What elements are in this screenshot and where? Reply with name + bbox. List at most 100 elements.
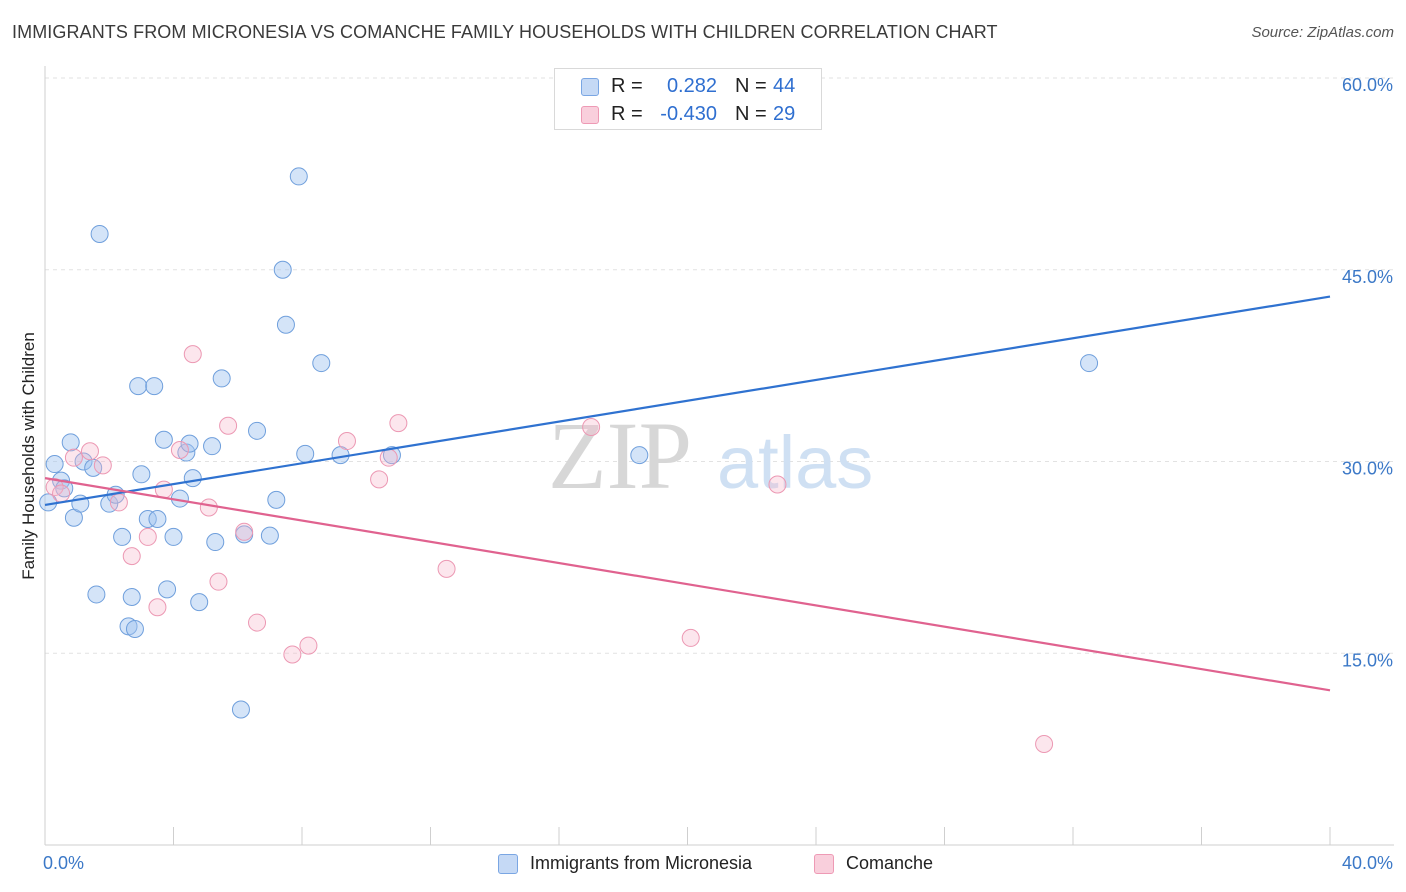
data-point bbox=[296, 444, 315, 463]
x-tick-label: 0.0% bbox=[43, 853, 84, 873]
data-point bbox=[93, 456, 112, 475]
tick-labels: 15.0% 30.0% 45.0% 60.0% 0.0% 40.0% bbox=[43, 75, 1393, 873]
data-point bbox=[61, 433, 80, 452]
series-label-micronesia: Immigrants from Micronesia bbox=[530, 853, 753, 873]
data-point bbox=[379, 448, 398, 467]
data-point bbox=[199, 498, 218, 517]
data-point bbox=[437, 559, 456, 578]
data-point bbox=[129, 377, 148, 396]
data-point bbox=[768, 475, 787, 494]
y-tick-label: 15.0% bbox=[1342, 650, 1393, 670]
data-point bbox=[138, 510, 157, 529]
watermark-zip: ZIP bbox=[548, 402, 692, 509]
data-point bbox=[273, 260, 292, 279]
data-point bbox=[122, 588, 141, 607]
data-point bbox=[80, 442, 99, 461]
y-tick-label: 45.0% bbox=[1342, 267, 1393, 287]
source-note: Source: ZipAtlas.com bbox=[1251, 24, 1394, 41]
data-point bbox=[582, 417, 601, 436]
data-point bbox=[389, 414, 408, 433]
data-point bbox=[55, 479, 74, 498]
data-point bbox=[289, 167, 308, 186]
data-point bbox=[312, 354, 331, 373]
data-point bbox=[158, 580, 177, 599]
data-point bbox=[109, 493, 128, 512]
y-tick-label: 30.0% bbox=[1342, 459, 1393, 479]
x-tick-label: 40.0% bbox=[1342, 853, 1393, 873]
trend-line bbox=[44, 477, 1331, 692]
y-axis-label: Family Households with Children bbox=[19, 332, 38, 580]
gridlines bbox=[45, 77, 1394, 654]
legend-n-label: N = bbox=[735, 75, 767, 97]
legend-n-value: 29 bbox=[773, 103, 796, 125]
data-point bbox=[87, 585, 106, 604]
data-point bbox=[90, 224, 109, 243]
points bbox=[39, 167, 1099, 754]
trend-line bbox=[44, 295, 1331, 507]
data-point bbox=[154, 430, 173, 449]
legend-swatch-comanche bbox=[581, 106, 599, 124]
data-point bbox=[183, 345, 202, 364]
data-point bbox=[170, 440, 189, 459]
watermark: ZIP atlas bbox=[548, 402, 873, 509]
data-point bbox=[1035, 735, 1054, 754]
legend-n-value: 44 bbox=[773, 75, 796, 97]
data-point bbox=[164, 527, 183, 546]
data-point bbox=[276, 315, 295, 334]
data-point bbox=[212, 369, 231, 388]
correlation-legend: R = 0.282 N = 44 R = -0.430 N = 29 bbox=[554, 68, 822, 130]
data-point bbox=[1080, 354, 1099, 373]
data-point bbox=[235, 522, 254, 541]
trend-lines bbox=[44, 295, 1331, 692]
legend-row-micronesia: R = 0.282 N = 44 bbox=[555, 72, 821, 100]
data-point bbox=[183, 469, 202, 488]
data-point bbox=[248, 421, 267, 440]
data-point bbox=[45, 455, 64, 474]
data-point bbox=[74, 452, 93, 471]
data-point bbox=[206, 533, 225, 552]
series-swatch-comanche bbox=[814, 854, 834, 874]
data-point bbox=[681, 628, 700, 647]
data-point bbox=[125, 619, 144, 638]
data-point bbox=[209, 572, 228, 591]
legend-row-comanche: R = -0.430 N = 29 bbox=[555, 100, 821, 128]
data-point bbox=[148, 510, 167, 529]
data-point bbox=[148, 598, 167, 617]
series-legend: Immigrants from Micronesia Comanche bbox=[0, 852, 1406, 878]
legend-r-value: -0.430 bbox=[660, 103, 717, 125]
data-point bbox=[267, 490, 286, 509]
data-point bbox=[260, 526, 279, 545]
data-point bbox=[190, 593, 209, 612]
data-point bbox=[382, 446, 401, 465]
data-point bbox=[132, 465, 151, 484]
data-point bbox=[283, 645, 302, 664]
data-point bbox=[138, 527, 157, 546]
data-point bbox=[299, 636, 318, 655]
data-point bbox=[231, 700, 250, 719]
data-point bbox=[203, 437, 222, 456]
data-point bbox=[337, 432, 356, 451]
series-label-comanche: Comanche bbox=[846, 853, 934, 873]
data-point bbox=[219, 416, 238, 435]
chart-title: IMMIGRANTS FROM MICRONESIA VS COMANCHE F… bbox=[12, 22, 998, 42]
data-point bbox=[370, 470, 389, 489]
data-point bbox=[145, 377, 164, 396]
data-point bbox=[113, 527, 132, 546]
legend-n-label: N = bbox=[735, 103, 767, 125]
legend-r-label: R = bbox=[611, 75, 643, 97]
data-point bbox=[630, 446, 649, 465]
legend-r-value: 0.282 bbox=[666, 75, 717, 97]
axes bbox=[44, 66, 1394, 846]
y-tick-label: 60.0% bbox=[1342, 75, 1393, 95]
data-point bbox=[45, 478, 64, 497]
legend-swatch-micronesia bbox=[581, 78, 599, 96]
data-point bbox=[64, 448, 83, 467]
series-swatch-micronesia bbox=[498, 854, 518, 874]
data-point bbox=[122, 547, 141, 566]
data-point bbox=[248, 613, 267, 632]
data-point bbox=[52, 484, 71, 503]
data-point bbox=[180, 434, 199, 453]
watermark-atlas: atlas bbox=[717, 421, 873, 504]
legend-r-label: R = bbox=[611, 103, 643, 125]
